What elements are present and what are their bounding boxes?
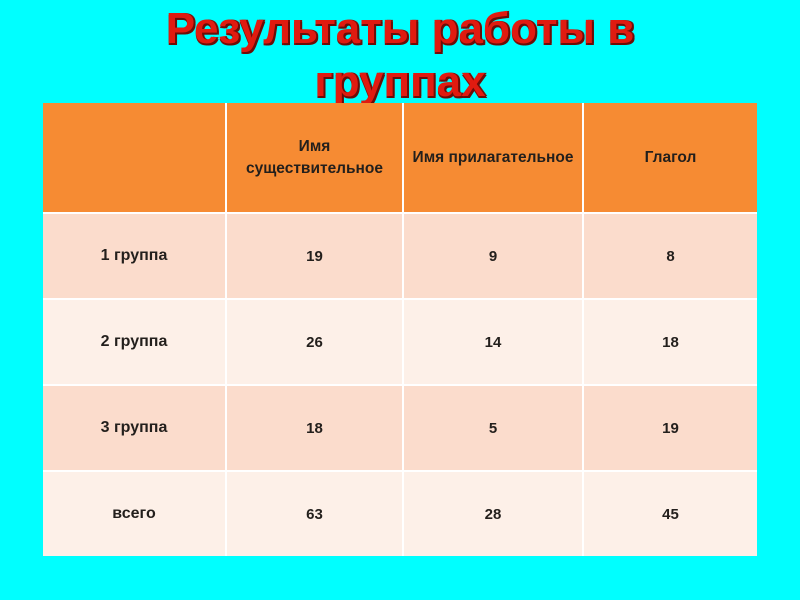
page-title: Результаты работы в группах [165,4,635,106]
cell-group-1-verb: 8 [584,214,757,300]
table-header: Имя существительное Имя прилагательное Г… [43,103,757,214]
cell-group-3-noun: 18 [227,386,404,472]
cell-group-3-adjective: 5 [404,386,584,472]
row-label-group-3: 3 группа [43,386,227,472]
row-label-group-1: 1 группа [43,214,227,300]
table-row: 3 группа 18 5 19 [43,386,757,472]
column-header-noun: Имя существительное [227,103,404,214]
cell-group-1-noun: 19 [227,214,404,300]
table-row: 1 группа 19 9 8 [43,214,757,300]
column-header-adjective: Имя прилагательное [404,103,584,214]
cell-group-2-verb: 18 [584,300,757,386]
cell-total-adjective: 28 [404,472,584,556]
table-row: 2 группа 26 14 18 [43,300,757,386]
cell-total-verb: 45 [584,472,757,556]
row-label-total: всего [43,472,227,556]
column-header-blank [43,103,227,214]
cell-total-noun: 63 [227,472,404,556]
table-header-row: Имя существительное Имя прилагательное Г… [43,103,757,214]
cell-group-1-adjective: 9 [404,214,584,300]
cell-group-3-verb: 19 [584,386,757,472]
cell-group-2-adjective: 14 [404,300,584,386]
cell-group-2-noun: 26 [227,300,404,386]
table-row: всего 63 28 45 [43,472,757,556]
results-table: Имя существительное Имя прилагательное Г… [43,103,757,556]
column-header-verb: Глагол [584,103,757,214]
results-table-container: Имя существительное Имя прилагательное Г… [43,103,757,556]
table-body: 1 группа 19 9 8 2 группа 26 14 18 3 груп… [43,214,757,556]
row-label-group-2: 2 группа [43,300,227,386]
